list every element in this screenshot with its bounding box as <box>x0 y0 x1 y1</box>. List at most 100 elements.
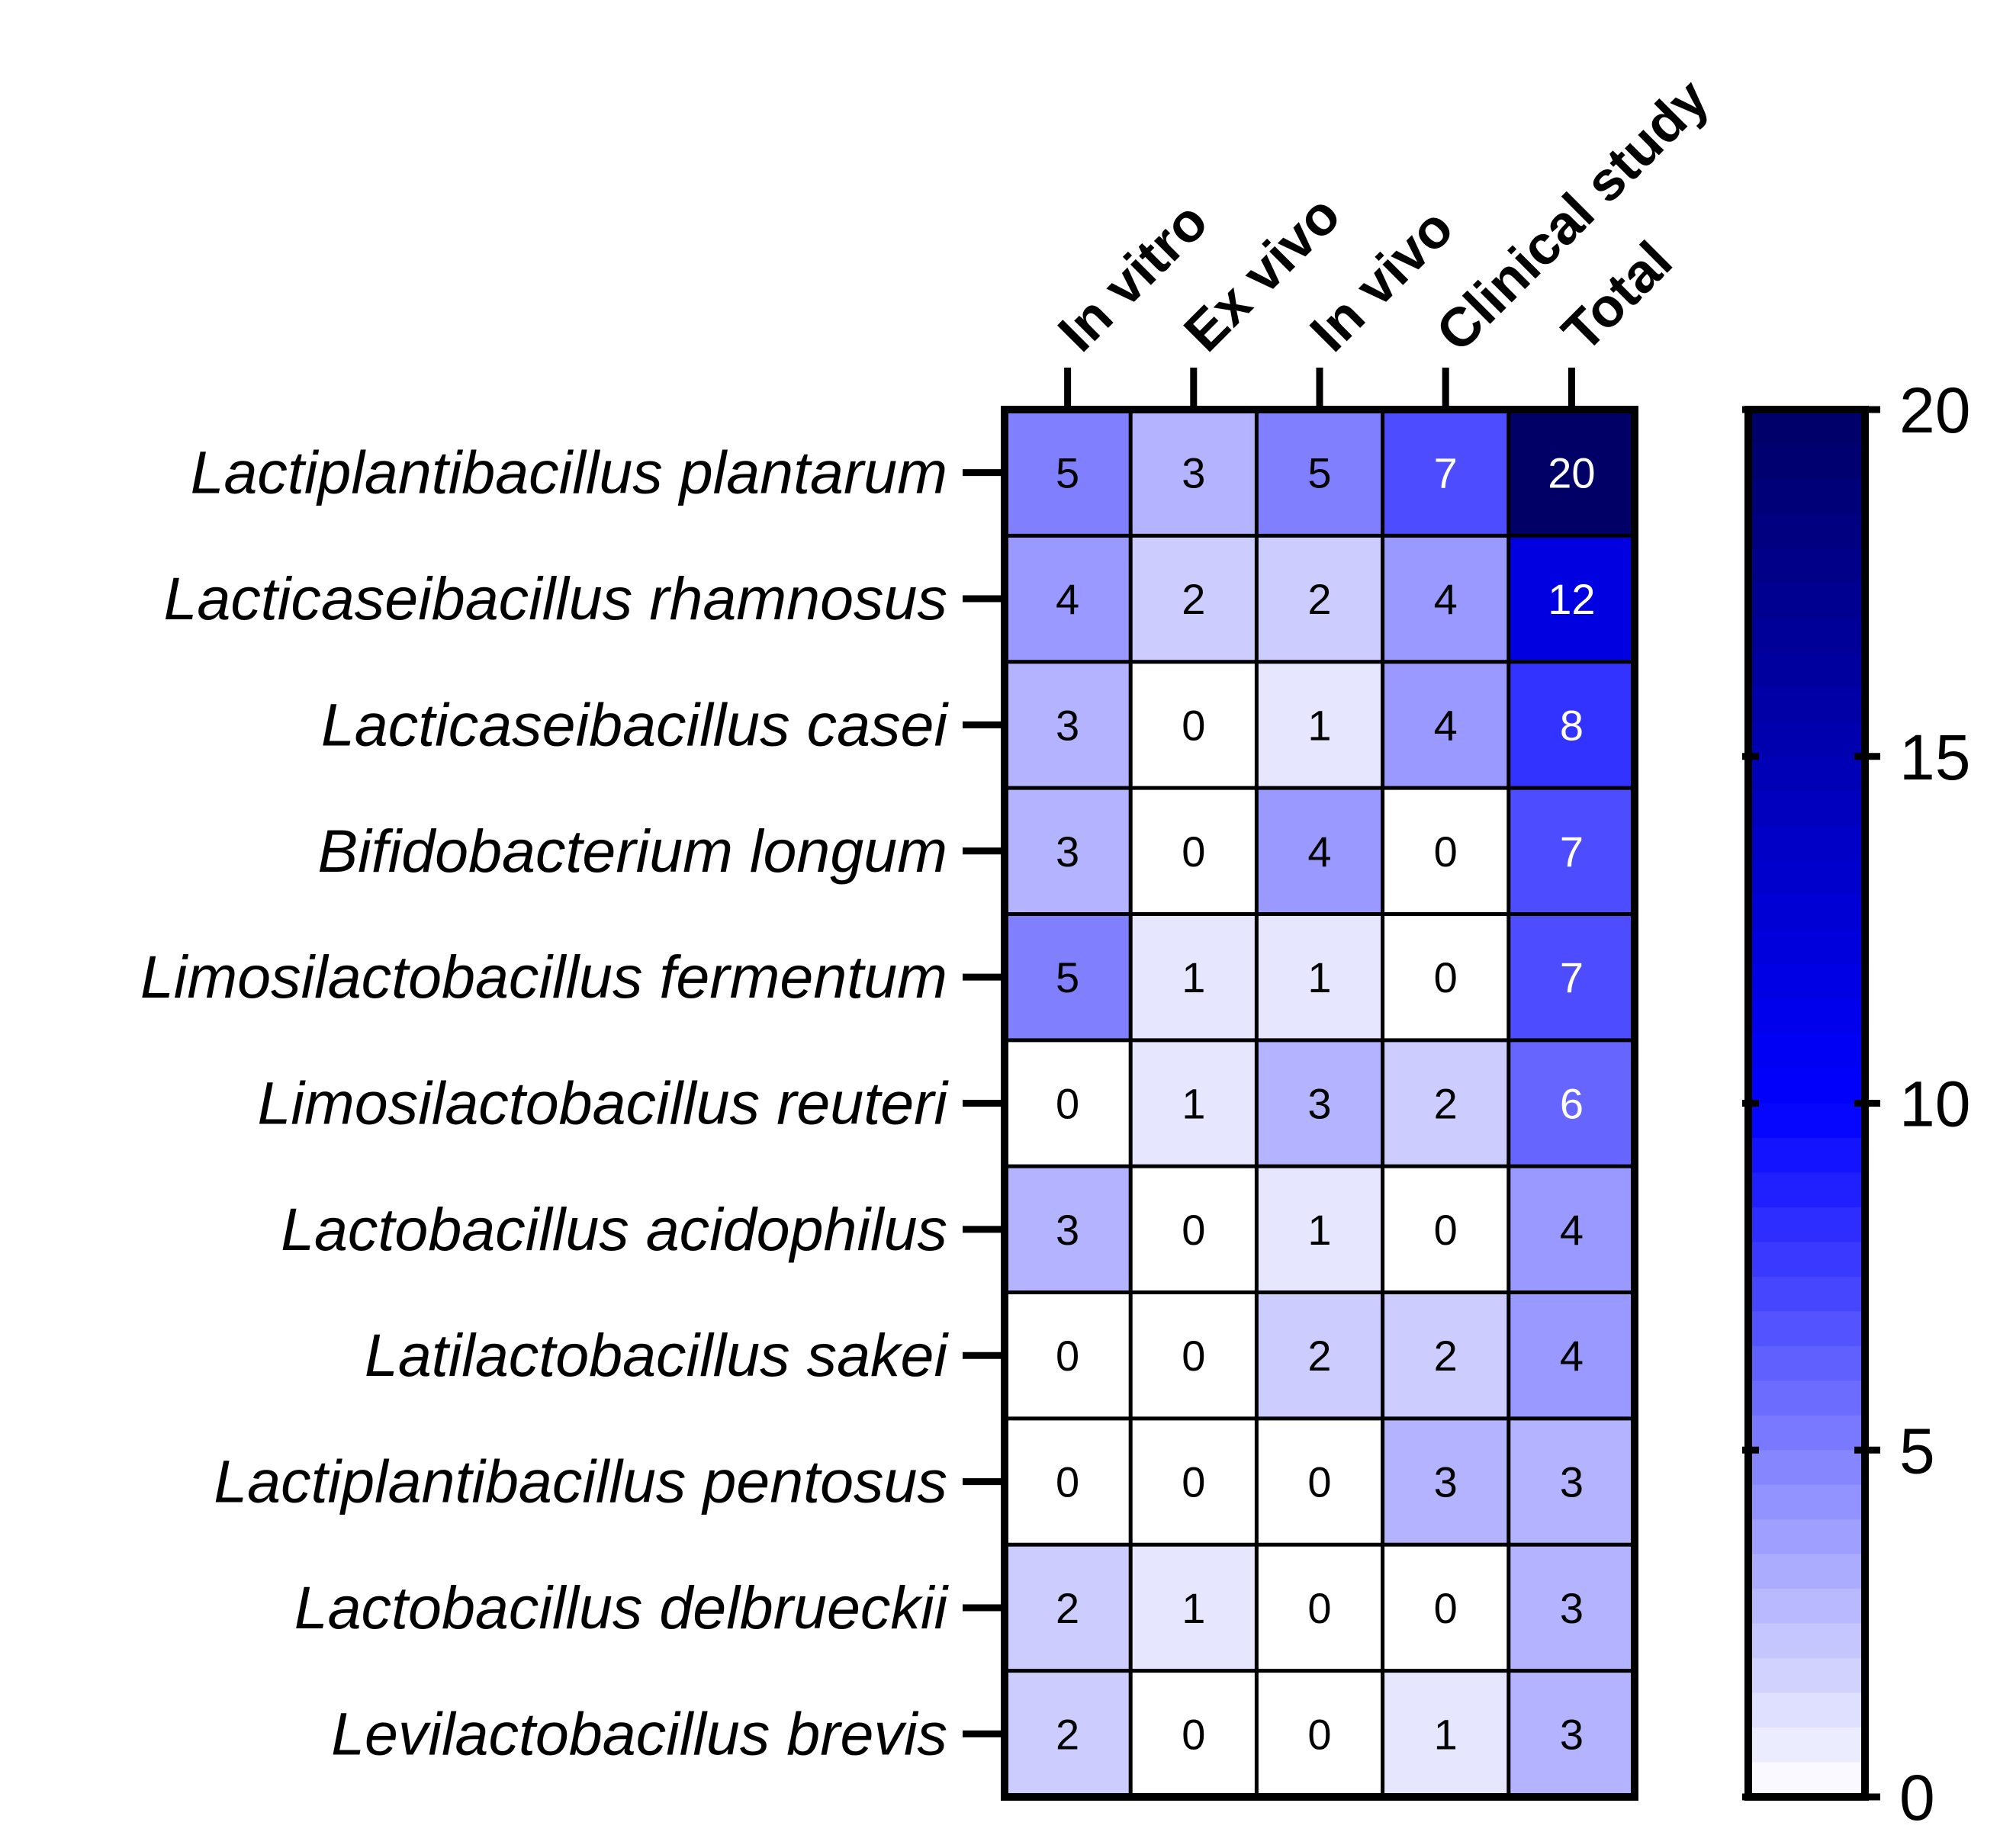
cell-value-label: 0 <box>1434 1584 1458 1632</box>
cell-value-label: 5 <box>1056 953 1079 1001</box>
heatmap-grid <box>1001 406 1638 1801</box>
cell-value-label: 8 <box>1560 701 1584 749</box>
row-label: Lacticaseibacillus rhamnosus <box>163 564 947 632</box>
cell-value-label: 4 <box>1560 1332 1584 1380</box>
heatmap-cell <box>1382 1670 1509 1797</box>
row-label: Bifidobacterium longum <box>317 817 947 885</box>
colorbar-step <box>1748 1554 1865 1589</box>
colorbar-step <box>1748 1103 1865 1139</box>
heatmap-cell <box>1382 661 1509 789</box>
cell-value-label: 0 <box>1182 701 1205 749</box>
cell-value-label: 0 <box>1182 1458 1205 1506</box>
colorbar: 0 5 10 15 20 <box>1742 374 1970 1834</box>
cell-value-label: 3 <box>1434 1458 1458 1506</box>
colorbar-tick-label: 10 <box>1899 1069 1970 1140</box>
cell-value-label: 0 <box>1182 1206 1205 1254</box>
colorbar-tick-label: 0 <box>1899 1762 1935 1834</box>
heatmap-cell <box>1382 1040 1509 1167</box>
heatmap-cell <box>1130 1418 1257 1545</box>
cell-value-label: 1 <box>1182 1584 1205 1632</box>
cell-value-label: 0 <box>1182 1332 1205 1380</box>
heatmap-cell <box>1382 1292 1509 1419</box>
heatmap-cell <box>1256 535 1383 662</box>
colorbar-step <box>1748 686 1865 722</box>
heatmap-cell <box>1130 914 1257 1040</box>
cell-value-label: 3 <box>1307 1080 1331 1128</box>
colorbar-tick-label: 5 <box>1899 1415 1935 1486</box>
cell-value-label: 0 <box>1056 1080 1079 1128</box>
colorbar-step <box>1748 1658 1865 1694</box>
colorbar-step <box>1748 756 1865 792</box>
heatmap-cell <box>1130 1670 1257 1797</box>
cell-value-label: 2 <box>1307 575 1331 623</box>
cell-value-label: 2 <box>1434 1080 1458 1128</box>
heatmap-cell <box>1382 788 1509 914</box>
heatmap-cell <box>1130 661 1257 789</box>
heatmap-cell <box>1130 1544 1257 1671</box>
colorbar-step <box>1748 1242 1865 1278</box>
cell-value-label: 20 <box>1548 449 1595 497</box>
cell-value-label: 4 <box>1434 701 1458 749</box>
heatmap-cell <box>1256 914 1383 1040</box>
cell-value-label: 0 <box>1056 1458 1079 1506</box>
colorbar-step <box>1748 1484 1865 1520</box>
heatmap-cell <box>1508 1418 1635 1545</box>
cell-value-label: 3 <box>1056 701 1079 749</box>
heatmap-cell <box>1508 410 1635 536</box>
heatmap-cell <box>1256 661 1383 789</box>
colorbar-step <box>1748 1345 1865 1381</box>
cell-value-label: 0 <box>1434 1206 1458 1254</box>
heatmap-cell <box>1256 1544 1383 1671</box>
heatmap-cell <box>1382 1544 1509 1671</box>
cell-value-label: 4 <box>1056 575 1079 623</box>
cell-value-label: 5 <box>1056 449 1079 497</box>
row-label: Lacticaseibacillus casei <box>321 690 950 758</box>
cell-value-label: 0 <box>1307 1458 1331 1506</box>
cell-value-label: 4 <box>1307 828 1331 876</box>
colorbar-tick-label: 15 <box>1899 722 1970 793</box>
cell-value-label: 3 <box>1056 1206 1079 1254</box>
colorbar-step <box>1748 1519 1865 1555</box>
cell-value-label: 2 <box>1056 1710 1079 1758</box>
colorbar-step <box>1748 444 1865 480</box>
row-label: Latilactobacillus sakei <box>365 1321 950 1389</box>
heatmap-cell <box>1130 410 1257 536</box>
cell-value-label: 7 <box>1434 449 1458 497</box>
colorbar-step <box>1748 617 1865 653</box>
colorbar-step <box>1748 930 1865 966</box>
heatmap-cell <box>1005 788 1131 914</box>
row-label: Lactobacillus delbrueckii <box>294 1573 950 1641</box>
cell-value-label: 3 <box>1560 1710 1584 1758</box>
colorbar-step <box>1748 548 1865 583</box>
heatmap-cell <box>1256 410 1383 536</box>
cell-value-label: 2 <box>1182 575 1205 623</box>
cell-value-label: 4 <box>1434 575 1458 623</box>
colorbar-step <box>1748 1380 1865 1416</box>
heatmap-cell <box>1508 1040 1635 1167</box>
colorbar-step <box>1748 1276 1865 1312</box>
heatmap-cell <box>1256 1166 1383 1293</box>
cell-value-label: 7 <box>1560 953 1584 1001</box>
cell-value-label: 3 <box>1182 449 1205 497</box>
heatmap-cell <box>1508 661 1635 789</box>
heatmap-cell <box>1508 1166 1635 1293</box>
colorbar-step <box>1748 513 1865 549</box>
colorbar-step <box>1748 652 1865 688</box>
heatmap-cell <box>1005 1544 1131 1671</box>
colorbar-step <box>1748 1589 1865 1625</box>
cell-value-label: 5 <box>1307 449 1331 497</box>
heatmap-cell <box>1382 410 1509 536</box>
heatmap-cell <box>1130 1166 1257 1293</box>
row-label: Levilactobacillus brevis <box>331 1699 947 1767</box>
colorbar-tick-label: 20 <box>1899 374 1970 446</box>
colorbar-step <box>1748 1137 1865 1174</box>
cell-value-label: 2 <box>1056 1584 1079 1632</box>
colorbar-step <box>1748 895 1865 930</box>
row-label: Lactobacillus acidophilus <box>281 1195 947 1263</box>
colorbar-step <box>1748 1762 1865 1798</box>
heatmap-cell <box>1256 1418 1383 1545</box>
heatmap-cell <box>1130 788 1257 914</box>
cell-value-label: 1 <box>1182 953 1205 1001</box>
